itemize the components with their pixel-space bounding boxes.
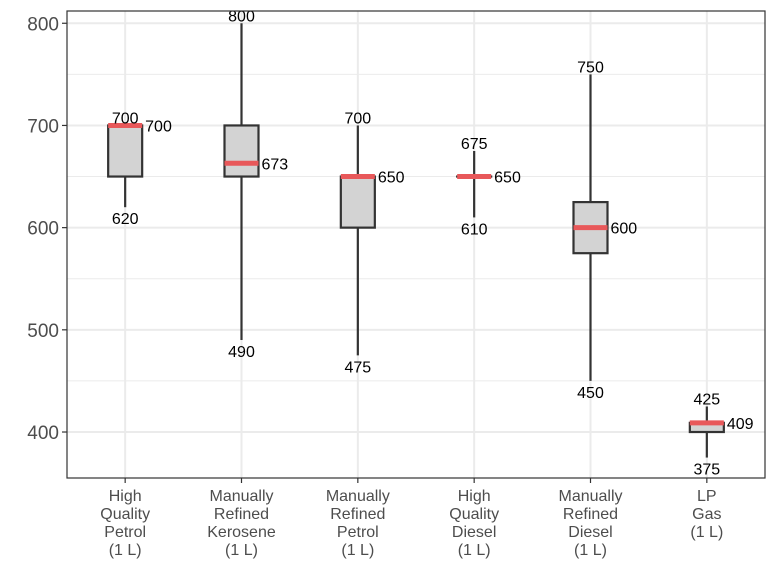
x-tick-label-line: Manually	[326, 488, 390, 505]
max-label: 700	[344, 110, 371, 127]
boxes-layer: 700 620 700 800 490 673 700 475 650 675 610 650 750 4…	[107, 8, 754, 479]
mean-label: 600	[611, 221, 638, 238]
x-tick-label-line: High	[109, 488, 142, 505]
x-tick-label-line: Petrol	[337, 524, 379, 541]
x-tick-label-line: Quality	[100, 506, 150, 523]
x-tick-label-line: Refined	[214, 506, 269, 523]
min-label: 610	[461, 221, 488, 238]
min-label: 450	[577, 385, 604, 402]
x-tick-label-line: (1 L)	[225, 542, 258, 559]
mean-label: 700	[145, 118, 172, 135]
y-axis: 400 500 600 700 800	[27, 14, 67, 444]
x-tick-label-line: (1 L)	[341, 542, 374, 559]
mean-label: 650	[378, 170, 405, 187]
x-tick-label-line: Refined	[563, 506, 618, 523]
x-tick-label-line: (1 L)	[574, 542, 607, 559]
x-tick-label-line: Manually	[209, 488, 273, 505]
x-tick-label-line: Diesel	[568, 524, 612, 541]
y-tick-label: 400	[27, 423, 59, 444]
x-tick-label-line: Kerosene	[207, 524, 276, 541]
x-tick-label-line: Manually	[558, 488, 622, 505]
box-group: 750 450 600	[572, 59, 638, 402]
x-tick-label-line: (1 L)	[109, 542, 142, 559]
max-label: 800	[228, 8, 255, 25]
x-tick-label-line: Petrol	[104, 524, 146, 541]
max-label: 425	[693, 391, 720, 408]
box-group: 800 490 673	[223, 8, 289, 361]
x-tick-label: Manually Refined Diesel (1 L)	[558, 488, 622, 559]
x-tick-label: Manually Refined Petrol (1 L)	[326, 488, 390, 559]
box-group: 675 610 650	[456, 136, 521, 238]
x-tick-label: High Quality Petrol (1 L)	[100, 488, 150, 559]
y-tick-label: 800	[27, 14, 59, 35]
y-tick-label: 500	[27, 321, 59, 342]
box	[339, 175, 376, 229]
min-label: 490	[228, 344, 255, 361]
x-tick-label-line: (1 L)	[458, 542, 491, 559]
min-label: 475	[344, 359, 371, 376]
x-tick-label-line: Quality	[449, 506, 499, 523]
x-tick-label: High Quality Diesel (1 L)	[449, 488, 499, 559]
max-label: 750	[577, 59, 604, 76]
box-group: 425 375 409	[688, 391, 754, 479]
x-tick-label-line: Refined	[330, 506, 385, 523]
min-label: 620	[112, 211, 139, 228]
x-tick-label: Manually Refined Kerosene (1 L)	[207, 488, 276, 559]
x-tick-label-line: High	[458, 488, 491, 505]
max-label: 700	[112, 110, 139, 127]
box	[223, 124, 260, 178]
mean-label: 650	[494, 170, 521, 187]
x-tick-label-line: (1 L)	[690, 524, 723, 541]
x-tick-label-line: Diesel	[452, 524, 496, 541]
y-tick-label: 700	[27, 116, 59, 137]
mean-label: 673	[262, 156, 289, 173]
x-tick-label-line: Gas	[692, 506, 721, 523]
panel-border	[66, 10, 766, 479]
box-group: 700 620 700	[107, 110, 172, 228]
box-group: 700 475 650	[339, 110, 405, 376]
y-tick-label: 600	[27, 219, 59, 240]
x-tick-label: LP Gas (1 L)	[690, 488, 723, 541]
box	[107, 124, 144, 178]
x-axis: High Quality Petrol (1 L)Manually Refined Ker…	[100, 478, 723, 559]
grid-lines	[67, 11, 765, 478]
min-label: 375	[693, 462, 720, 479]
mean-label: 409	[727, 416, 754, 433]
max-label: 675	[461, 136, 488, 153]
x-tick-label-line: LP	[697, 488, 717, 505]
